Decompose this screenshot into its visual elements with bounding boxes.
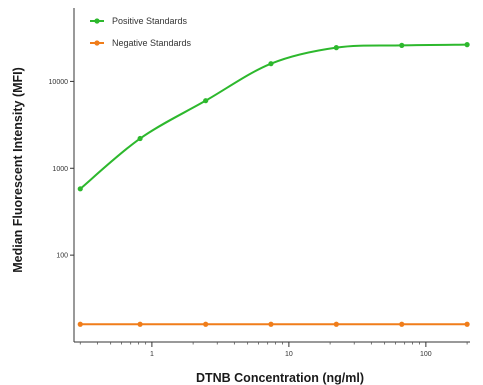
data-point-1-3 (268, 321, 274, 327)
data-point-0-4 (333, 45, 339, 51)
y-tick-label: 1000 (52, 166, 68, 173)
x-tick-label: 1 (150, 351, 154, 358)
series-line-0 (79, 43, 468, 190)
x-axis-title: DTNB Concentration (ng/ml) (196, 371, 364, 385)
y-axis-title: Median Fluorescent Intensity (MFI) (11, 67, 25, 273)
data-point-1-0 (77, 321, 83, 327)
x-tick-label: 100 (420, 351, 432, 358)
data-point-0-1 (137, 135, 143, 142)
data-point-1-1 (137, 321, 143, 327)
x-tick-label: 10 (285, 351, 293, 358)
y-tick-label: 10000 (49, 79, 69, 86)
legend-swatch-marker (94, 40, 100, 46)
data-point-1-4 (333, 321, 339, 327)
data-point-0-3 (268, 61, 274, 67)
legend-label: Positive Standards (112, 16, 188, 26)
data-point-0-6 (464, 42, 470, 48)
data-point-0-2 (203, 98, 209, 104)
data-point-1-2 (203, 321, 209, 327)
data-point-0-5 (399, 42, 405, 48)
data-point-1-6 (464, 321, 470, 327)
data-point-0-0 (77, 186, 83, 192)
data-point-1-5 (399, 321, 405, 327)
legend-label: Negative Standards (112, 38, 192, 48)
y-tick-label: 100 (56, 253, 68, 260)
legend-swatch-marker (94, 18, 100, 24)
